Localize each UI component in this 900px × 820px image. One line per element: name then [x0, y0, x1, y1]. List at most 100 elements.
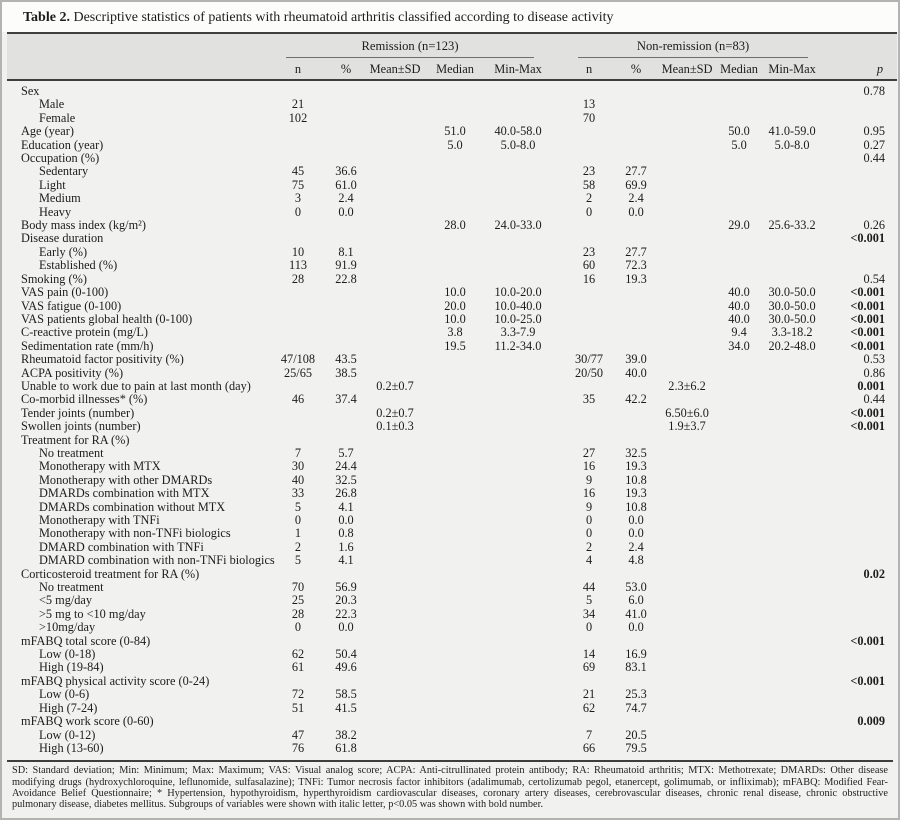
- value-cell: [421, 112, 489, 125]
- value-cell: [273, 407, 323, 420]
- value-cell: [421, 715, 489, 728]
- p-value-cell: <0.001: [850, 419, 886, 434]
- table-row: >5 mg to <10 mg/day 28 22.3 34 41.0: [7, 607, 897, 621]
- value-cell: [613, 568, 659, 581]
- gap-cell: [547, 273, 565, 286]
- p-value-cell: [821, 501, 897, 514]
- table-row: Sedentary 45 36.6 23 27.7: [7, 164, 897, 179]
- row-label: Education (year): [21, 137, 104, 152]
- value-cell: 91.9: [335, 258, 357, 273]
- table-row: Established (%) 113 91.9 60 72.3: [7, 258, 897, 273]
- value-cell: [323, 715, 369, 728]
- table-row: Monotherapy with non-TNFi biologics 1 0.8 0…: [7, 526, 897, 540]
- p-value-cell: [821, 206, 897, 219]
- row-sublabel: >10mg/day: [39, 620, 96, 635]
- table-row: Monotherapy with MTX 30 24.4 16 19.3: [7, 459, 897, 473]
- value-cell: 21: [582, 687, 596, 702]
- value-cell: 0: [294, 620, 302, 635]
- value-cell: [369, 125, 421, 138]
- value-cell: 76: [291, 740, 305, 755]
- value-cell: 25/65: [283, 365, 312, 380]
- value-cell: [659, 568, 715, 581]
- value-cell: [421, 621, 489, 634]
- table-row: ACPA positivity (%) 25/65 38.5 20/50 40.0 0.8…: [7, 365, 897, 380]
- table-row: Low (0-6) 72 58.5 21 25.3: [7, 687, 897, 702]
- value-cell: [715, 715, 763, 728]
- value-cell: [715, 581, 763, 594]
- value-cell: [715, 554, 763, 567]
- value-cell: [659, 487, 715, 500]
- value-cell: 41.5: [335, 700, 357, 715]
- value-cell: [489, 702, 547, 715]
- value-cell: [489, 527, 547, 540]
- row-sublabel: Male: [39, 97, 65, 112]
- gap-cell: [547, 554, 565, 567]
- col-header-pvalue: p: [821, 58, 898, 81]
- value-cell: 39.0: [625, 352, 647, 367]
- value-cell: [369, 487, 421, 500]
- table-row: Medium 3 2.4 2 2.4: [7, 191, 897, 205]
- value-cell: 33: [291, 486, 305, 501]
- value-cell: [369, 393, 421, 406]
- value-cell: [763, 514, 821, 527]
- row-label: Body mass index (kg/m²): [21, 218, 146, 233]
- gap-cell: [547, 98, 565, 111]
- value-cell: 51: [291, 700, 305, 715]
- gap-cell: [547, 635, 565, 648]
- gap-cell: [547, 112, 565, 125]
- row-label: VAS fatigue (0-100): [21, 298, 122, 313]
- value-cell: 58: [582, 177, 596, 192]
- value-cell: [273, 139, 323, 152]
- value-cell: [489, 514, 547, 527]
- value-cell: [763, 152, 821, 165]
- value-cell: 30.0-50.0: [768, 298, 816, 313]
- table-row: Sex 0.78: [7, 80, 897, 98]
- value-cell: [489, 501, 547, 514]
- table-row: Monotherapy with TNFi 0 0.0 0 0.0: [7, 513, 897, 527]
- value-cell: 102: [288, 110, 308, 125]
- gap-cell: [547, 139, 565, 152]
- gap-cell: [547, 541, 565, 554]
- value-cell: [489, 206, 547, 219]
- gap-cell: [547, 460, 565, 473]
- value-cell: [421, 353, 489, 366]
- value-cell: [715, 541, 763, 554]
- value-cell: [273, 313, 323, 326]
- value-cell: [659, 527, 715, 540]
- value-cell: [659, 326, 715, 339]
- p-value-cell: [821, 246, 897, 259]
- value-cell: [613, 300, 659, 313]
- value-cell: [421, 393, 489, 406]
- value-cell: [565, 635, 613, 648]
- value-cell: [613, 434, 659, 447]
- table-row: C-reactive protein (mg/L) 3.8 3.3-7.9 9.4 3.…: [7, 325, 897, 339]
- empty-header-cell: [821, 32, 898, 58]
- value-cell: [613, 420, 659, 433]
- value-cell: 45: [291, 164, 305, 179]
- value-cell: [715, 460, 763, 473]
- value-cell: [763, 192, 821, 205]
- value-cell: [613, 112, 659, 125]
- value-cell: [659, 594, 715, 607]
- p-value-cell: 0.02: [863, 566, 886, 581]
- value-cell: 8.1: [338, 244, 354, 259]
- value-cell: [323, 568, 369, 581]
- value-cell: [273, 232, 323, 245]
- p-value-cell: 0.95: [863, 124, 886, 139]
- value-cell: [659, 554, 715, 567]
- value-cell: [323, 380, 369, 393]
- value-cell: [323, 675, 369, 688]
- value-cell: 58.5: [335, 687, 357, 702]
- value-cell: [763, 246, 821, 259]
- value-cell: 38.5: [335, 365, 357, 380]
- value-cell: [715, 165, 763, 178]
- value-cell: [369, 165, 421, 178]
- value-cell: [715, 621, 763, 634]
- value-cell: [421, 661, 489, 674]
- value-cell: [369, 635, 421, 648]
- value-cell: [763, 688, 821, 701]
- value-cell: [421, 527, 489, 540]
- value-cell: 1.6: [338, 539, 354, 554]
- gap-cell: [547, 420, 565, 433]
- table-row: High (13-60) 76 61.8 66 79.5: [7, 740, 897, 755]
